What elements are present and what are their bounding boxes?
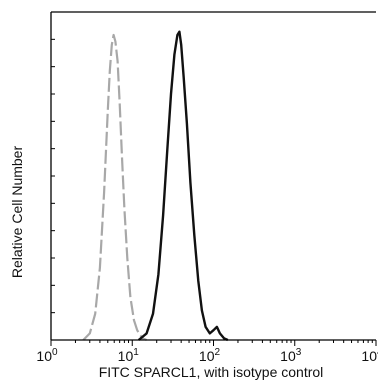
x-tick-label: 104 xyxy=(361,347,378,364)
axes xyxy=(50,11,377,346)
x-axis-label: FITC SPARCL1, with isotype control xyxy=(99,364,324,380)
x-tick-label: 100 xyxy=(36,347,58,364)
x-tick-labels: 100 101 102 103 104 xyxy=(36,347,378,364)
x-tick-label: 101 xyxy=(118,347,140,364)
y-axis-label: Relative Cell Number xyxy=(9,146,25,279)
x-tick-label: 102 xyxy=(199,347,221,364)
series-line-1 xyxy=(82,33,148,342)
plot-area xyxy=(82,30,229,342)
x-tick-label: 103 xyxy=(280,347,302,364)
series-line-2 xyxy=(137,30,229,342)
